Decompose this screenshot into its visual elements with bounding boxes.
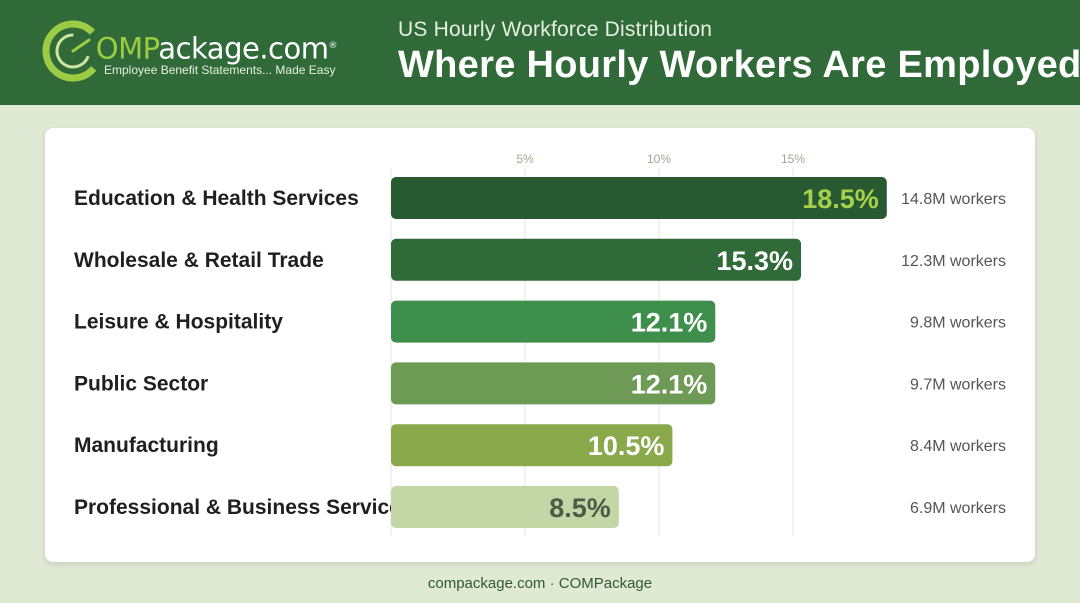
category-label: Manufacturing <box>74 434 219 457</box>
value-label: 10.5% <box>588 431 665 461</box>
worker-count-label: 9.8M workers <box>910 315 1006 332</box>
value-label: 12.1% <box>631 308 708 338</box>
chart-title: Where Hourly Workers Are Employed. <box>398 44 1080 86</box>
category-label: Public Sector <box>74 372 208 395</box>
value-label: 12.1% <box>631 369 708 399</box>
bar <box>391 300 716 343</box>
worker-count-label: 14.8M workers <box>901 191 1006 208</box>
category-label: Professional & Business Services <box>74 496 413 519</box>
bar <box>391 424 673 467</box>
worker-count-label: 6.9M workers <box>910 500 1006 517</box>
x-tick-label: 15% <box>781 152 805 166</box>
x-tick-label: 10% <box>647 152 671 166</box>
footer-credit: compackage.com · COMPackage <box>427 575 653 592</box>
worker-count-label: 12.3M workers <box>901 253 1006 270</box>
logo-swirl-icon <box>42 20 104 82</box>
chart-subtitle: US Hourly Workforce Distribution <box>398 18 713 41</box>
bar <box>391 486 619 528</box>
worker-count-label: 9.7M workers <box>910 376 1006 393</box>
value-label: 15.3% <box>716 246 793 276</box>
value-label: 8.5% <box>549 493 611 523</box>
category-label: Wholesale & Retail Trade <box>74 249 324 272</box>
x-tick-label: 5% <box>516 152 534 166</box>
worker-count-label: 8.4M workers <box>910 438 1006 455</box>
logo-tagline: Employee Benefit Statements... Made Easy <box>104 63 336 77</box>
value-label: 18.5% <box>802 184 879 214</box>
bar <box>391 177 887 219</box>
logo-wordmark: COMPackage.com® <box>95 31 338 66</box>
category-label: Leisure & Hospitality <box>74 311 283 334</box>
bar <box>391 362 716 405</box>
header-banner: COMPackage.com® Employee Benefit Stateme… <box>0 0 1080 105</box>
bar <box>391 238 802 281</box>
category-label: Education & Health Services <box>74 187 359 210</box>
